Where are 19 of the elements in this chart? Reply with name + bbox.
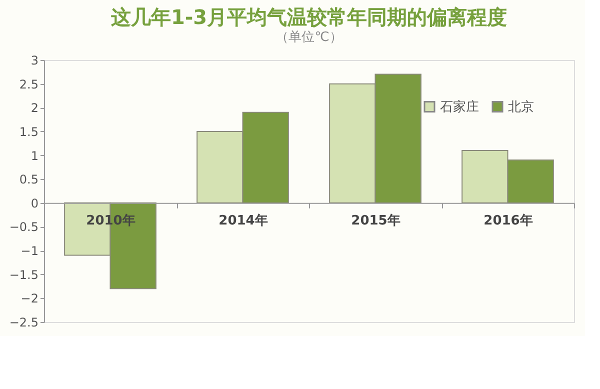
y-tick-label: −2 (20, 292, 38, 306)
chart-title: 这几年1-3月平均气温较常年同期的偏离程度 (110, 5, 508, 29)
legend-label: 石家庄 (440, 98, 479, 115)
y-tick-label: −1.5 (9, 268, 38, 282)
legend-label: 北京 (508, 100, 534, 115)
y-tick-label: −0.5 (9, 220, 38, 234)
y-tick-label: 2 (30, 101, 38, 116)
y-tick-label: 1 (30, 148, 38, 163)
chart-subtitle: （单位℃） (276, 30, 342, 45)
x-tick-label: 2014年 (218, 213, 268, 228)
y-tick-label: −2.5 (9, 316, 38, 330)
y-tick-label: 2.5 (19, 77, 38, 92)
y-tick-label: 3 (30, 54, 38, 68)
y-tick-label: 1.5 (19, 124, 38, 139)
y-tick-label: −1 (20, 244, 38, 258)
y-tick-label: 0.5 (19, 172, 38, 187)
x-tick-label: 2015年 (351, 213, 400, 228)
y-tick-label: 0 (30, 196, 38, 210)
x-tick-label: 2016年 (484, 213, 533, 228)
